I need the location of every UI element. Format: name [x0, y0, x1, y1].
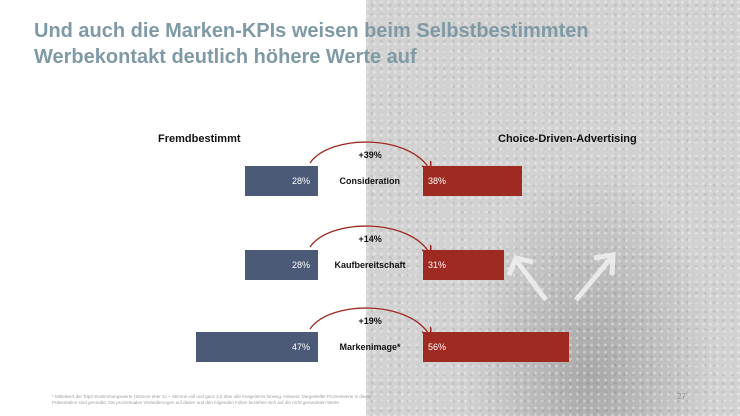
bar-choice-driven: 38% [423, 166, 522, 196]
bar-fremdbestimmt: 47% [195, 332, 318, 362]
series-label-choice-driven: Choice-Driven-Advertising [498, 133, 637, 145]
change-label: +19% [358, 316, 382, 326]
page-number: 27 [677, 392, 686, 401]
bar-choice-driven: 31% [423, 250, 504, 280]
bar-choice-driven: 56% [423, 332, 569, 362]
category-label: Markenimage* [339, 342, 401, 352]
bar-fremdbestimmt: 28% [245, 166, 318, 196]
change-label: +39% [358, 150, 382, 160]
category-label: Consideration [339, 176, 401, 186]
category-label: Kaufbereitschaft [334, 260, 406, 270]
change-label: +14% [358, 234, 382, 244]
series-label-fremdbestimmt: Fremdbestimmt [158, 133, 241, 145]
slide-title: Und auch die Marken-KPIs weisen beim Sel… [34, 20, 589, 68]
arrows-photo-decoration [506, 252, 616, 302]
bar-fremdbestimmt: 28% [245, 250, 318, 280]
footnote: * Mittelwert der Top2-Zustimmungswerte (… [52, 394, 372, 405]
